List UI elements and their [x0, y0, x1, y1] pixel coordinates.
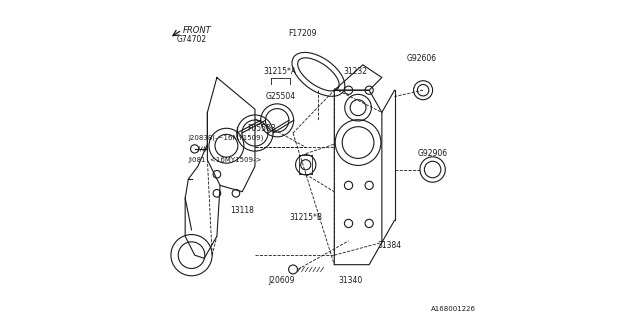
- Text: JI081  <16MY1509->: JI081 <16MY1509->: [188, 157, 262, 163]
- Text: 31340: 31340: [338, 276, 362, 285]
- Text: 31232: 31232: [344, 67, 368, 76]
- Text: F05503: F05503: [247, 124, 276, 133]
- Text: G92906: G92906: [417, 149, 447, 158]
- Text: G74702: G74702: [177, 35, 207, 44]
- Text: G92606: G92606: [406, 54, 436, 63]
- Text: J20609: J20609: [269, 276, 295, 285]
- Text: 31215*B: 31215*B: [289, 212, 322, 222]
- Text: G25504: G25504: [266, 92, 296, 101]
- Text: J20838(-~16MY1509): J20838(-~16MY1509): [188, 134, 264, 141]
- Text: F17209: F17209: [288, 28, 317, 38]
- Text: A168001226: A168001226: [431, 306, 476, 312]
- Text: 31215*A: 31215*A: [264, 67, 297, 76]
- Text: FRONT: FRONT: [183, 26, 212, 35]
- Text: 13118: 13118: [230, 206, 254, 215]
- Text: 31384: 31384: [378, 241, 402, 250]
